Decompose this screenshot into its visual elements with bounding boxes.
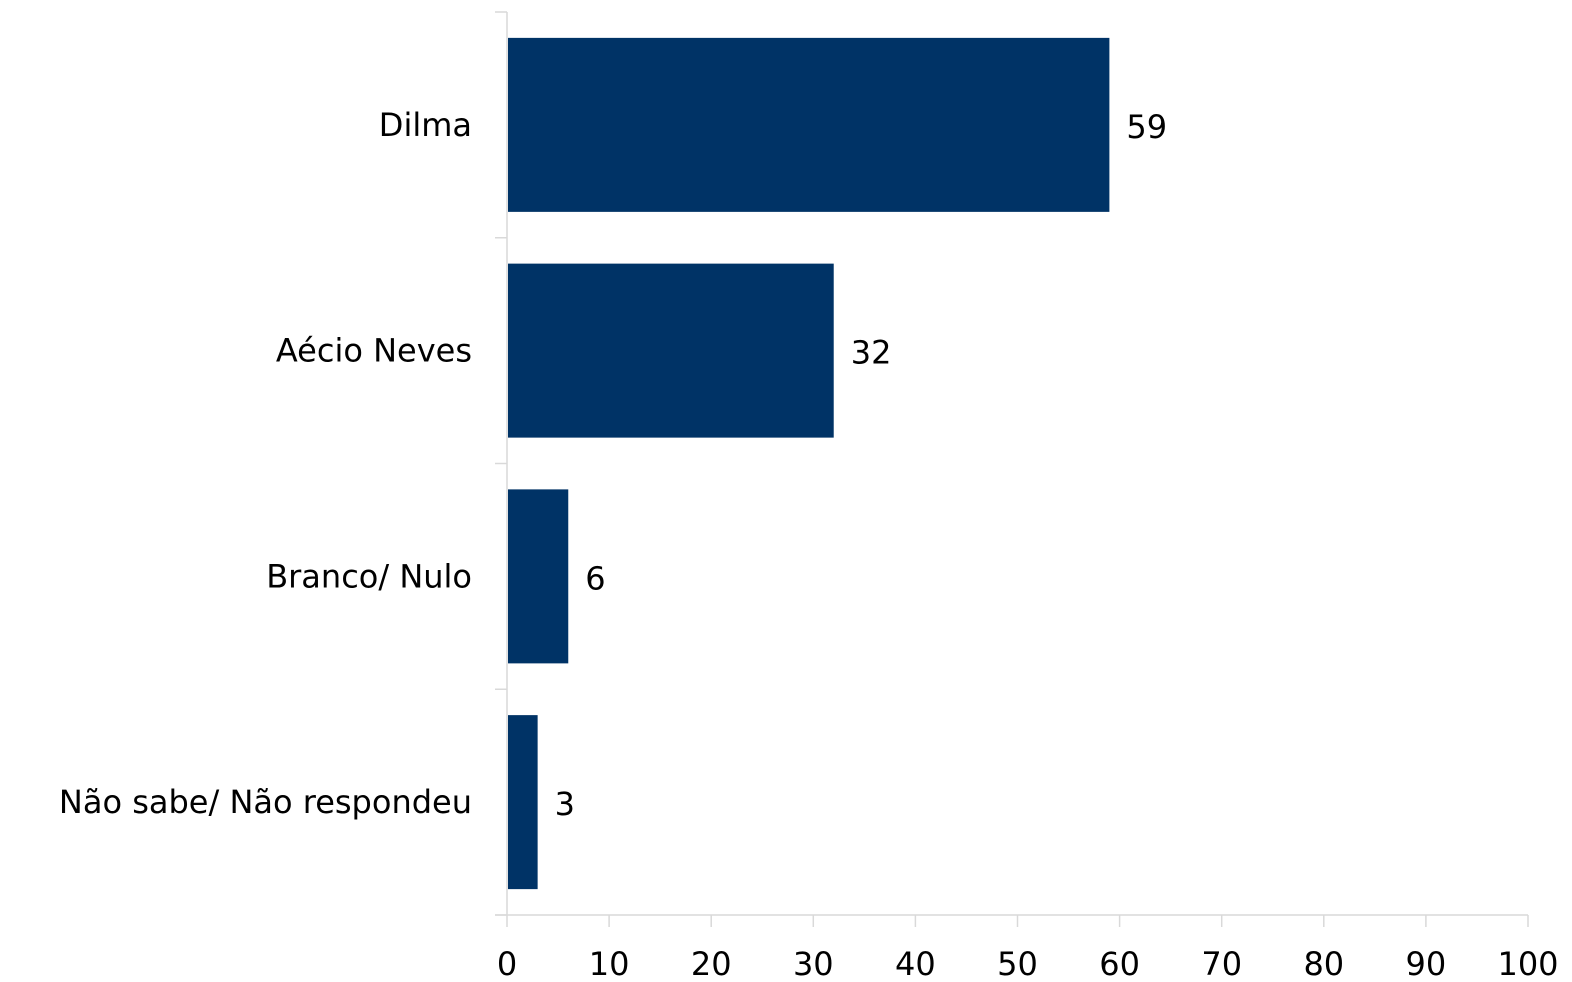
axes-layer: 0 10 20 30 40 50 60 70 80 90 100 xyxy=(495,11,1559,982)
bar xyxy=(508,489,569,664)
x-tick-label: 40 xyxy=(895,945,936,982)
x-tick-label: 90 xyxy=(1406,945,1447,982)
x-tick-label: 30 xyxy=(793,945,834,982)
x-tick-label: 60 xyxy=(1099,945,1140,982)
bar xyxy=(508,263,834,438)
x-tick-label: 80 xyxy=(1303,945,1344,982)
x-tick-label: 100 xyxy=(1497,945,1558,982)
data-label: 6 xyxy=(585,559,605,597)
labels-layer: Dilma 59 Aécio Neves 32 Branco/ Nulo 6 Não sab… xyxy=(59,106,1167,823)
x-tick-label: 50 xyxy=(997,945,1038,982)
bar xyxy=(508,37,1110,212)
category-label: Dilma xyxy=(379,106,472,144)
category-label: Branco/ Nulo xyxy=(266,557,472,595)
data-label: 32 xyxy=(851,334,892,372)
x-tick-label: 20 xyxy=(691,945,732,982)
data-label: 3 xyxy=(555,785,575,823)
bar xyxy=(508,715,538,890)
x-tick-label: 70 xyxy=(1201,945,1242,982)
x-tick-label: 10 xyxy=(589,945,630,982)
category-label: Não sabe/ Não respondeu xyxy=(59,783,472,821)
category-label: Aécio Neves xyxy=(276,332,472,370)
data-label: 59 xyxy=(1126,108,1167,146)
bars-layer xyxy=(508,37,1110,890)
x-tick-label: 0 xyxy=(497,945,517,982)
